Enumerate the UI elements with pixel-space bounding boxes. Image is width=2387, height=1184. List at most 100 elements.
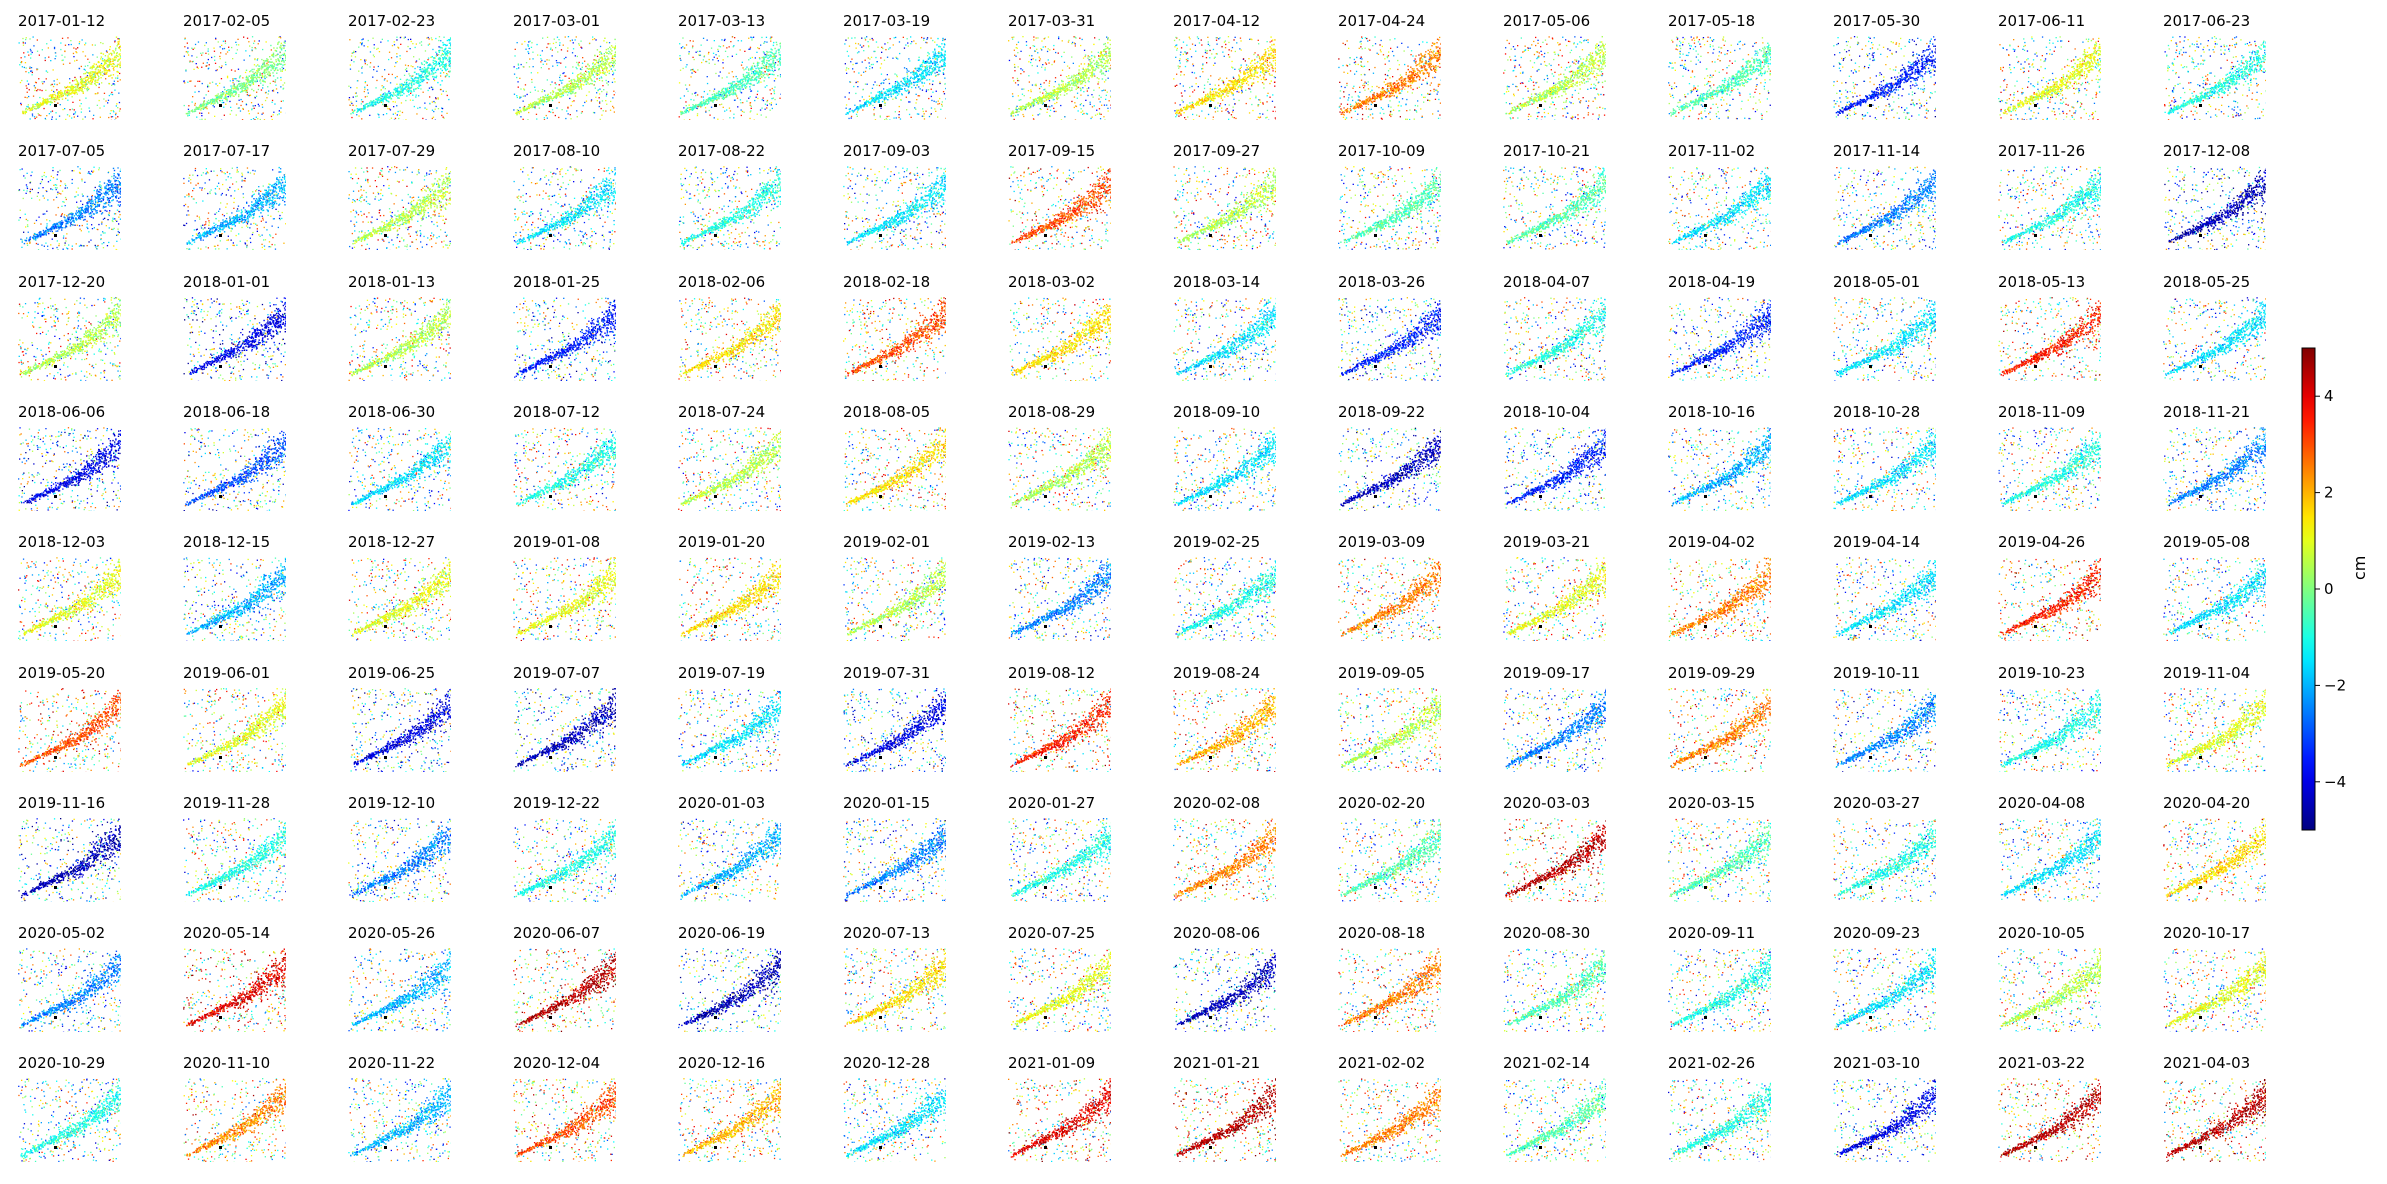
panel-displacement-map: [183, 427, 286, 511]
panel: 2018-10-16: [1668, 403, 1818, 513]
panel-displacement-map: [1998, 948, 2101, 1032]
panel: 2017-05-06: [1503, 12, 1653, 122]
panel: 2019-11-16: [18, 794, 168, 904]
panel-displacement-map: [18, 297, 121, 381]
panel-date-label: 2018-09-22: [1338, 403, 1488, 421]
panel: 2018-02-18: [843, 273, 993, 383]
panel-displacement-map: [183, 688, 286, 772]
panel-date-label: 2018-06-18: [183, 403, 333, 421]
panel-displacement-map: [1338, 688, 1441, 772]
panel-displacement-map: [1998, 427, 2101, 511]
panel-displacement-map: [1338, 948, 1441, 1032]
panel: 2019-09-29: [1668, 664, 1818, 774]
panel: 2019-07-19: [678, 664, 828, 774]
panel-displacement-map: [1668, 688, 1771, 772]
panel-displacement-map: [348, 297, 451, 381]
panel: 2019-03-21: [1503, 533, 1653, 643]
panel: 2020-10-17: [2163, 924, 2313, 1034]
panel-date-label: 2020-07-13: [843, 924, 993, 942]
panel: 2019-02-13: [1008, 533, 1158, 643]
panel: 2018-05-01: [1833, 273, 1983, 383]
panel-date-label: 2020-05-26: [348, 924, 498, 942]
panel-displacement-map: [348, 36, 451, 120]
panel-date-label: 2019-08-24: [1173, 664, 1323, 682]
panel: 2020-03-03: [1503, 794, 1653, 904]
panel: 2017-09-15: [1008, 142, 1158, 252]
panel: 2019-10-11: [1833, 664, 1983, 774]
panel: 2018-01-13: [348, 273, 498, 383]
panel: 2017-07-17: [183, 142, 333, 252]
panel-displacement-map: [843, 948, 946, 1032]
panel: 2021-02-26: [1668, 1054, 1818, 1164]
panel-date-label: 2018-07-12: [513, 403, 663, 421]
panel-displacement-map: [513, 1078, 616, 1162]
panel-displacement-map: [1338, 557, 1441, 641]
panel: 2019-04-26: [1998, 533, 2148, 643]
panel-date-label: 2018-01-01: [183, 273, 333, 291]
panel-displacement-map: [183, 1078, 286, 1162]
panel-date-label: 2017-05-30: [1833, 12, 1983, 30]
panel-displacement-map: [678, 948, 781, 1032]
panel-date-label: 2020-08-06: [1173, 924, 1323, 942]
panel: 2019-12-10: [348, 794, 498, 904]
panel: 2017-02-05: [183, 12, 333, 122]
panel-date-label: 2020-12-16: [678, 1054, 828, 1072]
panel-date-label: 2021-01-09: [1008, 1054, 1158, 1072]
panel: 2018-01-25: [513, 273, 663, 383]
panel: 2017-04-24: [1338, 12, 1488, 122]
panel-displacement-map: [513, 557, 616, 641]
panel: 2020-08-18: [1338, 924, 1488, 1034]
panel: 2018-10-04: [1503, 403, 1653, 513]
colorbar: 4 2 0 −2 −4 cm: [2290, 340, 2380, 840]
panel-date-label: 2018-01-13: [348, 273, 498, 291]
panel-displacement-map: [1998, 688, 2101, 772]
panel: 2020-05-02: [18, 924, 168, 1034]
panel-date-label: 2017-11-14: [1833, 142, 1983, 160]
panel: 2020-12-16: [678, 1054, 828, 1164]
panel: 2018-06-18: [183, 403, 333, 513]
panel-displacement-map: [1338, 1078, 1441, 1162]
panel-date-label: 2020-01-15: [843, 794, 993, 812]
panel-date-label: 2018-05-01: [1833, 273, 1983, 291]
panel-date-label: 2018-04-19: [1668, 273, 1818, 291]
panel-date-label: 2021-03-22: [1998, 1054, 2148, 1072]
panel-date-label: 2018-09-10: [1173, 403, 1323, 421]
panel: 2020-04-08: [1998, 794, 2148, 904]
panel-displacement-map: [183, 948, 286, 1032]
panel-displacement-map: [1998, 557, 2101, 641]
panel-displacement-map: [183, 818, 286, 902]
panel: 2017-10-21: [1503, 142, 1653, 252]
colorbar-tick-label: 0: [2324, 580, 2334, 598]
panel: 2020-03-15: [1668, 794, 1818, 904]
panel-displacement-map: [348, 427, 451, 511]
panel-displacement-map: [678, 818, 781, 902]
panel: 2017-05-30: [1833, 12, 1983, 122]
colorbar-tick-label: −2: [2324, 676, 2346, 694]
panel-date-label: 2017-12-20: [18, 273, 168, 291]
panel-displacement-map: [1668, 818, 1771, 902]
panel: 2019-12-22: [513, 794, 663, 904]
panel-date-label: 2018-02-18: [843, 273, 993, 291]
panel-date-label: 2017-09-15: [1008, 142, 1158, 160]
panel-date-label: 2019-07-07: [513, 664, 663, 682]
panel: 2018-02-06: [678, 273, 828, 383]
colorbar-tick-label: 2: [2324, 484, 2334, 502]
panel: 2021-02-02: [1338, 1054, 1488, 1164]
panel: 2020-07-25: [1008, 924, 1158, 1034]
panel: 2017-01-12: [18, 12, 168, 122]
panel-date-label: 2019-09-05: [1338, 664, 1488, 682]
panel: 2017-11-02: [1668, 142, 1818, 252]
panel-displacement-map: [843, 688, 946, 772]
panel-date-label: 2017-05-06: [1503, 12, 1653, 30]
panel-date-label: 2019-09-17: [1503, 664, 1653, 682]
panel-date-label: 2017-04-12: [1173, 12, 1323, 30]
panel: 2020-06-19: [678, 924, 828, 1034]
panel-date-label: 2017-01-12: [18, 12, 168, 30]
panel-displacement-map: [1503, 1078, 1606, 1162]
colorbar-label: cm: [2350, 556, 2369, 580]
panel: 2020-12-28: [843, 1054, 993, 1164]
panel-displacement-map: [1668, 948, 1771, 1032]
panel-date-label: 2019-01-08: [513, 533, 663, 551]
panel-displacement-map: [513, 948, 616, 1032]
panel-displacement-map: [1338, 297, 1441, 381]
